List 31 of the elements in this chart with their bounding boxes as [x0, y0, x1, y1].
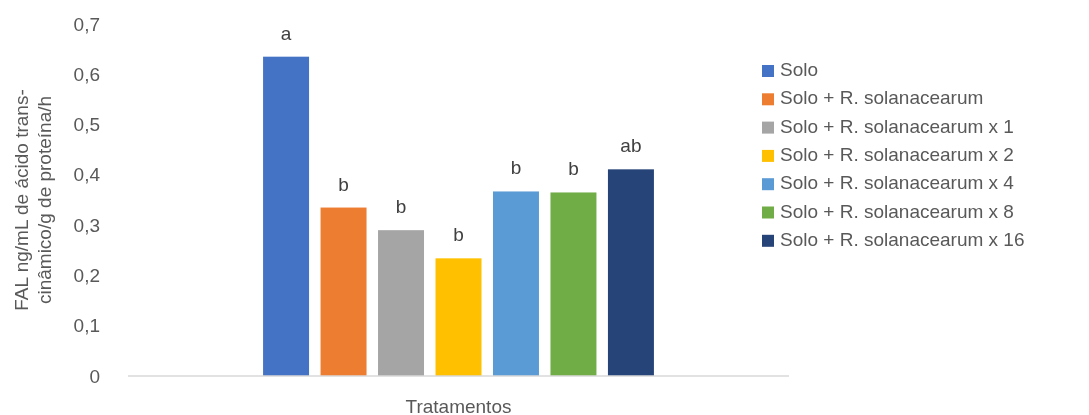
annotation: b — [395, 196, 407, 218]
legend-label: Solo + R. solanacearum x 8 — [780, 200, 1014, 222]
y-tick-label: 0,3 — [73, 214, 100, 236]
legend-label: Solo + R. solanacearum — [780, 87, 984, 109]
annotation: b — [510, 157, 522, 179]
y-tick-label: 0,2 — [73, 265, 100, 287]
legend-label: Solo + R. solanacearum x 1 — [780, 115, 1014, 137]
annotation: ab — [620, 135, 642, 157]
x-axis-title: Tratamentos — [405, 396, 512, 415]
bar — [263, 56, 310, 376]
annotation: b — [453, 224, 464, 246]
bar — [492, 191, 539, 376]
bar — [550, 192, 597, 376]
legend-label: Solo + R. solanacearum x 2 — [780, 143, 1014, 165]
legend-label: Solo + R. solanacearum x 4 — [780, 172, 1015, 194]
y-tick-label: 0 — [89, 365, 100, 387]
bar — [320, 207, 367, 376]
annotation: a — [280, 22, 292, 44]
y-tick-label: 0,5 — [73, 114, 100, 136]
y-axis-title: FAL ng/mL de ácido trans-cinâmico/g de proteína/h — [11, 89, 55, 311]
legend-label: Solo — [780, 59, 819, 80]
y-tick-label: 0,7 — [73, 13, 100, 35]
bar — [435, 258, 482, 376]
legend-label: Solo + R. solanacearum x 16 — [780, 228, 1025, 250]
bar — [607, 169, 654, 376]
annotation: b — [568, 158, 579, 180]
annotation: b — [338, 173, 349, 195]
bar — [378, 230, 425, 376]
y-tick-label: 0,6 — [73, 63, 100, 85]
y-tick-label: 0,4 — [73, 164, 101, 186]
y-tick-label: 0,1 — [73, 315, 100, 337]
